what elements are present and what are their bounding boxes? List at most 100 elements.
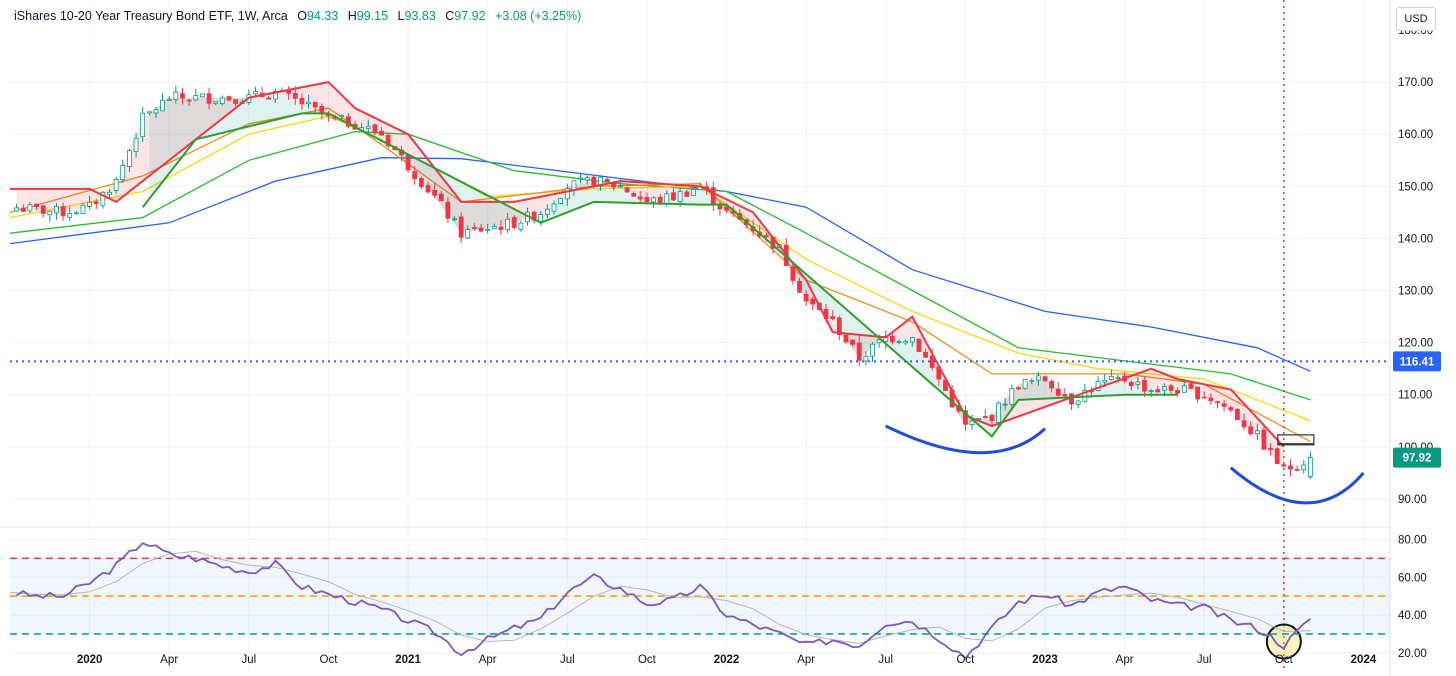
candle-body <box>193 95 199 101</box>
change-value: +3.08 (+3.25%) <box>495 9 582 23</box>
candle-body <box>1102 379 1108 383</box>
rsi-tick-label: 60.00 <box>1398 572 1427 584</box>
time-tick-label: Apr <box>160 654 178 666</box>
candle-body <box>120 165 126 181</box>
green-stop-line <box>141 112 1178 438</box>
candle-body <box>637 196 643 200</box>
candle-body <box>425 185 431 193</box>
candle-body <box>571 180 577 191</box>
candle-body <box>558 198 564 204</box>
candle-body <box>219 97 225 105</box>
candle-body <box>1035 375 1041 381</box>
candle-body <box>54 205 59 214</box>
candle-body <box>1062 394 1068 397</box>
close-value: 97.92 <box>454 9 486 23</box>
symbol-legend: iShares 10-20 Year Treasury Bond ETF, 1W… <box>14 9 581 23</box>
time-tick-label: Jul <box>241 654 256 666</box>
candle-body <box>272 90 278 100</box>
candle-body <box>226 96 232 101</box>
candle-body <box>1055 388 1061 396</box>
time-tick-label: Jul <box>878 654 893 666</box>
candle-body <box>1002 403 1008 406</box>
candle-body <box>365 125 371 129</box>
candle-body <box>1235 408 1240 421</box>
candle-body <box>1221 403 1227 407</box>
candle-body <box>292 92 298 99</box>
candle-body <box>107 191 112 195</box>
candle-body <box>498 226 504 230</box>
candle-body <box>452 218 457 221</box>
candle-body <box>1195 386 1200 400</box>
candle-body <box>664 193 670 205</box>
candle-body <box>133 138 139 152</box>
candle-body <box>1049 380 1055 389</box>
candle-body <box>432 189 438 196</box>
candle-body <box>73 212 79 215</box>
candle-body <box>584 177 590 181</box>
candle-body <box>710 187 716 205</box>
rsi-tick-label: 80.00 <box>1398 534 1427 546</box>
price-tick-label: 150.00 <box>1398 181 1433 193</box>
candle-body <box>856 342 862 361</box>
candle-body <box>418 178 424 187</box>
time-tick-label: 2023 <box>1032 654 1058 666</box>
candle-body <box>385 134 391 147</box>
candle-body <box>903 340 909 344</box>
candle-body <box>438 193 444 202</box>
candle-body <box>1188 383 1194 389</box>
price-tick-label: 110.00 <box>1398 390 1432 402</box>
time-tick-label: Jul <box>1197 654 1212 666</box>
candle-body <box>578 177 583 180</box>
candle-body <box>299 97 305 105</box>
candle-body <box>657 197 663 203</box>
candle-body <box>405 154 411 171</box>
candle-body <box>1175 390 1181 394</box>
candle-body <box>810 298 816 305</box>
candle-body <box>1268 448 1273 450</box>
open-label: O <box>297 9 307 23</box>
candle-body <box>969 420 975 426</box>
candle-body <box>1148 390 1154 392</box>
candle-body <box>1075 400 1081 405</box>
candle-body <box>458 216 464 238</box>
high-value: 99.15 <box>356 9 389 23</box>
price-tick-label: 90.00 <box>1398 494 1427 506</box>
time-tick-label: 2024 <box>1351 654 1377 666</box>
candle-body <box>1155 389 1161 393</box>
candle-body <box>551 203 557 212</box>
candle-body <box>160 99 165 112</box>
candle-body <box>830 316 836 320</box>
candle-body <box>896 341 902 343</box>
candle-body <box>604 178 610 182</box>
time-tick-label: Jul <box>560 654 575 666</box>
candle-body <box>518 222 524 230</box>
candle-body <box>976 418 982 420</box>
candle-body <box>1069 393 1074 405</box>
candle-body <box>312 101 318 108</box>
candle-body <box>1115 377 1121 379</box>
candle-body <box>339 115 345 118</box>
candle-body <box>113 179 119 191</box>
rsi-signal-line <box>9 550 1311 644</box>
candle-body <box>1128 382 1134 387</box>
candle-body <box>1201 396 1207 399</box>
high-label: H <box>347 9 357 23</box>
candle-body <box>485 228 491 231</box>
blue-arc-2022 <box>885 424 1047 455</box>
candle-body <box>47 210 53 216</box>
time-tick-label: Apr <box>797 654 815 666</box>
candle-body <box>1254 430 1260 435</box>
candle-body <box>836 317 842 336</box>
candle-body <box>140 112 146 138</box>
candle-body <box>100 191 106 206</box>
time-tick-label: Oct <box>320 654 339 666</box>
candle-body <box>478 227 484 232</box>
candle-body <box>564 188 570 200</box>
axes: 180.00170.00160.00150.00140.00130.00120.… <box>77 25 1441 666</box>
candle-body <box>412 171 418 180</box>
candle-body <box>87 201 93 207</box>
candle-body <box>34 203 39 207</box>
candle-body <box>213 101 219 104</box>
price-tick-label: 160.00 <box>1398 129 1433 141</box>
currency-button[interactable]: USD <box>1396 7 1436 31</box>
